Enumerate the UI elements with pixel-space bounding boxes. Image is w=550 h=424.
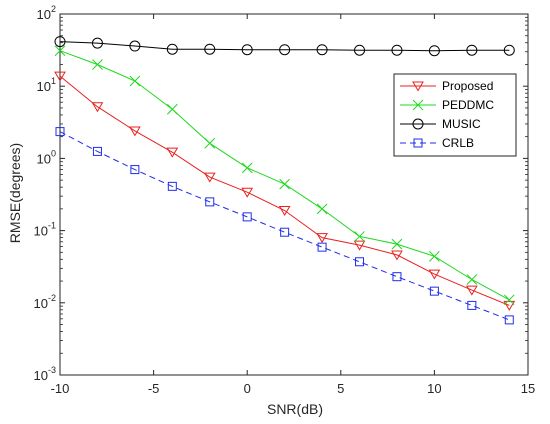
data-point-proposed bbox=[54, 71, 66, 82]
data-point-music bbox=[391, 44, 403, 56]
legend-item-peddmc: PEDDMC bbox=[400, 98, 494, 112]
data-point-crlb bbox=[205, 197, 215, 207]
data-point-proposed bbox=[166, 147, 179, 158]
data-point-crlb bbox=[55, 127, 65, 137]
data-point-proposed bbox=[203, 172, 216, 183]
x-tick-label: -5 bbox=[148, 381, 160, 396]
y-tick-label: 102 bbox=[37, 4, 56, 22]
data-point-peddmc bbox=[241, 162, 253, 174]
data-point-crlb bbox=[429, 286, 439, 296]
legend-marker bbox=[412, 99, 424, 111]
data-point-peddmc bbox=[391, 238, 403, 250]
series-line-proposed bbox=[59, 75, 510, 306]
legend: Proposed PEDDMC MUSIC CRLB bbox=[393, 73, 517, 157]
data-point-crlb bbox=[392, 272, 402, 282]
legend-item-proposed: Proposed bbox=[400, 79, 493, 93]
data-point-proposed bbox=[391, 250, 403, 261]
y-tick-label: 101 bbox=[37, 76, 56, 94]
legend-label: CRLB bbox=[442, 136, 474, 150]
data-point-proposed bbox=[278, 205, 291, 216]
data-point-proposed bbox=[353, 240, 366, 251]
legend-item-music: MUSIC bbox=[400, 117, 481, 131]
data-point-crlb bbox=[504, 315, 514, 325]
data-point-crlb bbox=[130, 165, 140, 175]
data-point-proposed bbox=[316, 233, 328, 244]
series-line-music bbox=[59, 41, 510, 52]
data-point-peddmc bbox=[503, 294, 515, 306]
y-tick-label: 10-3 bbox=[34, 365, 56, 383]
y-tick-label: 100 bbox=[37, 148, 56, 166]
data-point-proposed bbox=[428, 269, 441, 280]
x-tick-label: -10 bbox=[51, 381, 70, 396]
data-point-music bbox=[54, 36, 66, 48]
x-tick-label: 15 bbox=[521, 381, 535, 396]
data-point-crlb bbox=[92, 146, 102, 156]
legend-marker bbox=[413, 138, 423, 148]
data-point-peddmc bbox=[279, 178, 290, 190]
data-point-peddmc bbox=[316, 203, 328, 215]
series-music bbox=[54, 36, 515, 57]
data-point-crlb bbox=[242, 212, 252, 222]
data-point-music bbox=[503, 44, 515, 56]
x-tick-label: 10 bbox=[427, 381, 441, 396]
legend-label: PEDDMC bbox=[442, 98, 494, 112]
data-point-music bbox=[279, 44, 291, 56]
data-point-crlb bbox=[167, 181, 177, 191]
data-point-music bbox=[241, 44, 253, 56]
data-point-peddmc bbox=[166, 103, 178, 115]
series-crlb bbox=[55, 127, 514, 325]
axes: -10 -5 0 5 10 15 10-3 10-2 10-1 100 101 102 bbox=[34, 4, 536, 396]
x-tick-label: 0 bbox=[244, 381, 251, 396]
data-point-crlb bbox=[355, 257, 365, 267]
data-point-peddmc bbox=[54, 45, 66, 57]
data-point-music bbox=[129, 40, 141, 52]
y-tick-label: 10-2 bbox=[34, 293, 56, 311]
data-point-crlb bbox=[467, 300, 477, 310]
data-point-music bbox=[91, 37, 103, 49]
data-point-proposed bbox=[465, 285, 478, 296]
data-point-proposed bbox=[503, 300, 516, 311]
series-proposed bbox=[54, 71, 516, 311]
data-point-music bbox=[354, 44, 366, 56]
data-point-proposed bbox=[241, 187, 254, 198]
data-point-music bbox=[316, 44, 328, 56]
x-tick-label: 5 bbox=[337, 381, 344, 396]
data-point-music bbox=[428, 45, 440, 57]
data-point-crlb bbox=[280, 227, 290, 237]
data-point-music bbox=[166, 43, 178, 55]
legend-item-crlb: CRLB bbox=[400, 136, 474, 150]
data-point-proposed bbox=[129, 126, 141, 137]
series-peddmc bbox=[54, 45, 515, 306]
data-point-peddmc bbox=[204, 137, 216, 149]
legend-label: MUSIC bbox=[442, 117, 481, 131]
data-point-peddmc bbox=[129, 75, 141, 87]
legend-label: Proposed bbox=[442, 79, 493, 93]
plot-frame bbox=[59, 13, 529, 376]
data-point-crlb bbox=[317, 242, 327, 252]
series-line-crlb bbox=[59, 131, 510, 321]
data-point-peddmc bbox=[466, 274, 478, 285]
data-point-peddmc bbox=[92, 59, 103, 70]
y-axis-label: RMSE(degrees) bbox=[7, 143, 23, 243]
x-axis-label: SNR(dB) bbox=[267, 401, 323, 417]
data-point-music bbox=[466, 44, 478, 56]
data-point-peddmc bbox=[429, 250, 440, 262]
legend-marker bbox=[412, 118, 424, 130]
series-layer bbox=[54, 36, 516, 325]
data-point-music bbox=[204, 43, 216, 55]
y-tick-label: 10-1 bbox=[34, 221, 56, 239]
data-point-peddmc bbox=[354, 231, 365, 242]
legend-marker bbox=[412, 81, 424, 92]
data-point-proposed bbox=[91, 102, 104, 113]
